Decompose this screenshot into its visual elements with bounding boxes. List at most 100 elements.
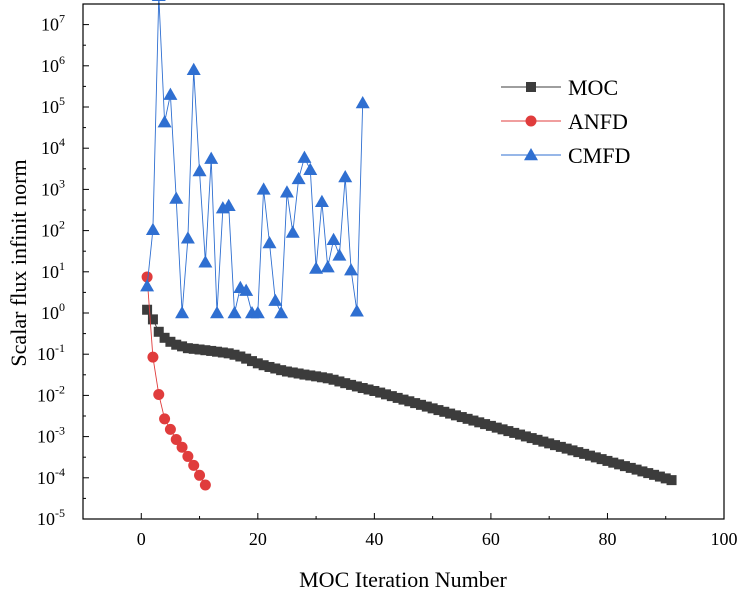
y-tick-base: 10 (41, 138, 59, 158)
legend-item-cmfd: CMFD (501, 143, 630, 168)
plot-frame (82, 3, 725, 520)
data-point-cmfd (145, 222, 160, 235)
data-point-moc (398, 394, 409, 405)
y-tick-label: 10-3 (37, 424, 65, 447)
data-point-cmfd (285, 225, 300, 238)
data-point-moc (334, 376, 345, 387)
data-point-moc (206, 345, 217, 356)
x-tick-label: 0 (137, 529, 146, 549)
data-point-moc (229, 349, 240, 360)
data-point-moc (177, 341, 188, 352)
data-point-cmfd (163, 87, 178, 100)
data-point-cmfd (169, 191, 184, 204)
data-point-cmfd (303, 162, 318, 175)
data-point-cmfd (344, 263, 359, 276)
data-point-moc (480, 419, 491, 430)
data-point-moc (462, 413, 473, 424)
data-point-moc (619, 461, 630, 472)
data-point-cmfd (355, 96, 370, 109)
data-point-moc (246, 356, 257, 367)
data-point-moc (264, 361, 275, 372)
data-point-anfd (188, 459, 200, 471)
y-tick-exponent: -1 (55, 341, 65, 355)
y-tick-base: 10 (41, 262, 59, 282)
data-point-moc (584, 450, 595, 461)
data-point-moc (596, 454, 607, 465)
x-tick-label: 80 (598, 529, 616, 549)
y-tick-base: 10 (41, 15, 59, 35)
y-tick-exponent: 2 (59, 218, 65, 232)
y-tick-base: 10 (41, 97, 59, 117)
data-point-cmfd (151, 0, 166, 2)
data-point-moc (579, 448, 590, 459)
data-point-moc (223, 348, 234, 359)
data-point-cmfd (349, 304, 364, 317)
y-tick-label: 107 (41, 12, 65, 35)
legend-marker (526, 82, 536, 92)
data-point-moc (153, 326, 164, 337)
x-tick-label: 20 (249, 529, 267, 549)
data-point-moc (165, 336, 176, 347)
data-point-moc (340, 378, 351, 389)
data-point-anfd (170, 434, 182, 446)
data-point-moc (404, 396, 415, 407)
data-point-anfd (141, 271, 153, 283)
data-point-cmfd (332, 248, 347, 261)
data-point-moc (468, 415, 479, 426)
data-point-moc (491, 422, 502, 433)
data-point-moc (474, 417, 485, 428)
data-point-cmfd (186, 62, 201, 76)
data-point-cmfd (268, 293, 283, 306)
data-point-moc (381, 389, 392, 400)
data-point-moc (445, 408, 456, 419)
data-point-moc (625, 462, 636, 473)
data-point-moc (270, 363, 281, 374)
data-point-moc (212, 346, 223, 357)
data-point-cmfd (210, 306, 225, 319)
y-axis-ticks: 10-510-410-310-210-110010110210310410510… (37, 12, 89, 529)
data-point-moc (637, 466, 648, 477)
data-point-moc (316, 372, 327, 383)
data-point-cmfd (291, 171, 306, 185)
data-point-moc (666, 475, 677, 486)
series-line-anfd (146, 276, 206, 486)
x-tick-label: 100 (711, 529, 738, 549)
data-point-moc (433, 405, 444, 416)
data-point-moc (351, 381, 362, 392)
data-point-moc (171, 339, 182, 350)
data-point-moc (660, 473, 671, 484)
data-point-anfd (199, 479, 211, 491)
legend-label: MOC (568, 75, 618, 100)
data-point-moc (520, 431, 531, 442)
data-point-anfd (153, 389, 165, 401)
y-tick-base: 10 (41, 221, 59, 241)
data-point-cmfd (250, 306, 265, 319)
data-point-moc (241, 353, 252, 364)
y-tick-exponent: -5 (55, 506, 65, 520)
data-point-moc (311, 371, 322, 382)
y-tick-label: 105 (41, 94, 65, 117)
data-point-cmfd (239, 283, 254, 296)
data-point-moc (602, 455, 613, 466)
data-point-moc (357, 383, 368, 394)
data-point-moc (631, 464, 642, 475)
data-point-moc (235, 351, 246, 362)
data-point-moc (182, 343, 193, 354)
data-point-moc (276, 365, 287, 376)
data-point-moc (538, 436, 549, 447)
data-point-cmfd (221, 198, 236, 212)
data-point-moc (561, 443, 572, 454)
data-point-anfd (182, 450, 194, 462)
data-point-moc (159, 332, 170, 343)
data-point-moc (410, 398, 421, 409)
data-point-cmfd (192, 163, 207, 177)
data-point-anfd (194, 469, 206, 481)
data-point-cmfd (140, 279, 155, 292)
data-point-moc (217, 347, 228, 358)
x-tick-label: 60 (482, 529, 500, 549)
data-point-cmfd (256, 182, 271, 195)
y-tick-exponent: 1 (59, 259, 65, 273)
data-point-cmfd (198, 255, 213, 268)
y-tick-label: 100 (41, 300, 65, 323)
